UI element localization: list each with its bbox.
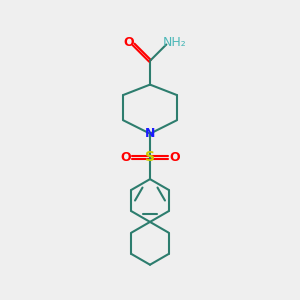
Text: O: O <box>169 151 180 164</box>
Text: S: S <box>145 150 155 164</box>
Text: N: N <box>145 127 155 140</box>
Text: NH₂: NH₂ <box>163 37 187 50</box>
Text: O: O <box>120 151 131 164</box>
Text: O: O <box>123 37 134 50</box>
